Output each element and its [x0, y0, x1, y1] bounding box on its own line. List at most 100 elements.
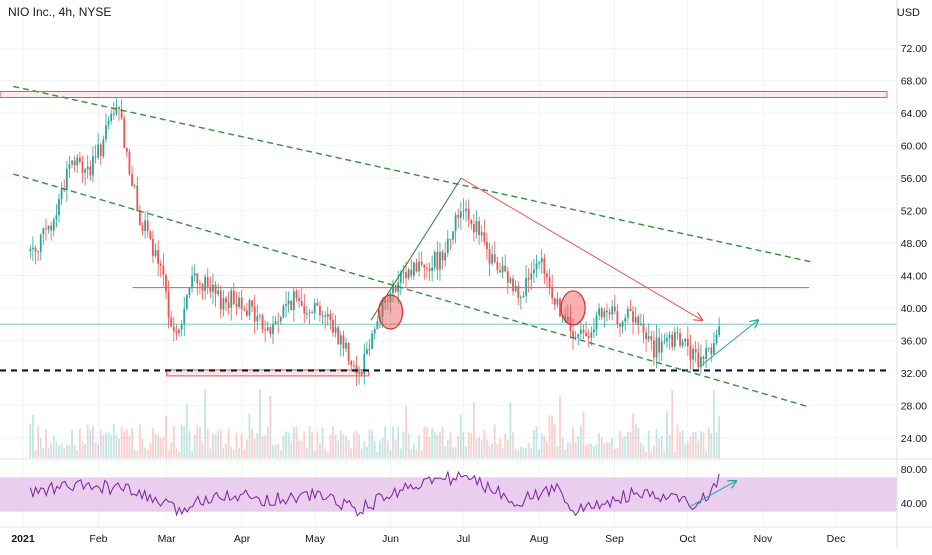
- volume-bar: [212, 433, 214, 458]
- candle: [694, 348, 697, 353]
- candle: [84, 169, 86, 173]
- candle: [517, 286, 520, 298]
- candle: [146, 220, 149, 232]
- candle: [676, 332, 679, 334]
- volume-bar: [366, 446, 368, 458]
- candle: [692, 348, 694, 360]
- projection-arrow[interactable]: [701, 320, 758, 366]
- volume-bar: [373, 441, 376, 458]
- volume-bar: [313, 451, 316, 458]
- volume-bar: [32, 414, 34, 458]
- volume-bar: [522, 448, 525, 458]
- volume-bar: [525, 447, 527, 458]
- candle: [540, 258, 543, 263]
- candle: [232, 290, 235, 305]
- volume-bar: [345, 436, 347, 458]
- candle: [647, 336, 650, 340]
- volume-bar: [606, 441, 608, 458]
- volume-bar: [715, 432, 718, 458]
- candle: [358, 371, 360, 374]
- channel-lower-line[interactable]: [13, 173, 810, 408]
- candle: [295, 291, 298, 299]
- candle: [686, 338, 689, 347]
- price-tick-label: 72.00: [901, 43, 927, 55]
- currency-label[interactable]: USD: [896, 7, 920, 19]
- volume-bar: [371, 430, 374, 458]
- candle: [472, 224, 475, 233]
- candle: [405, 272, 407, 279]
- candle: [559, 298, 561, 317]
- candle: [204, 277, 207, 291]
- breakout-ellipse-marker[interactable]: [560, 290, 586, 326]
- volume-bar: [232, 449, 235, 458]
- candle: [180, 324, 183, 330]
- candle: [39, 234, 42, 253]
- candle: [347, 342, 350, 362]
- volume-bar: [193, 434, 196, 458]
- volume-bar: [60, 443, 63, 458]
- channel-upper-line[interactable]: [13, 85, 815, 264]
- volume-bar: [65, 445, 68, 458]
- candle: [138, 211, 141, 226]
- volume-bar: [81, 441, 84, 458]
- volume-bar: [449, 432, 452, 458]
- rsi-trend-arrow[interactable]: [689, 481, 736, 508]
- volume-bar: [512, 432, 514, 458]
- volume-bar: [569, 442, 572, 458]
- volume-bar: [684, 444, 687, 458]
- candle: [402, 272, 405, 274]
- price-axis-panel[interactable]: [897, 0, 932, 550]
- volume-bar: [165, 416, 167, 458]
- volume-bar: [629, 431, 632, 458]
- candle: [650, 336, 653, 341]
- volume-bar: [548, 415, 551, 458]
- candle: [420, 261, 423, 265]
- volume-bar: [152, 428, 154, 458]
- breakout-ellipse-marker[interactable]: [377, 294, 404, 330]
- candle: [337, 327, 340, 345]
- volume-bar: [47, 447, 50, 458]
- volume-bar: [418, 434, 420, 458]
- volume-bar: [551, 415, 554, 458]
- volume-bar: [256, 433, 259, 458]
- candle: [303, 306, 306, 314]
- candle: [384, 300, 387, 303]
- candle: [279, 316, 282, 322]
- candle: [269, 327, 272, 334]
- volume-bar: [533, 430, 535, 458]
- resistance-zone[interactable]: [0, 90, 888, 98]
- candle: [433, 252, 436, 268]
- volume-bar: [251, 428, 253, 458]
- downtrend-line[interactable]: [460, 177, 702, 320]
- candle: [499, 270, 501, 273]
- candle: [345, 342, 347, 349]
- volume-bar: [227, 428, 230, 458]
- volume-bar: [470, 432, 473, 458]
- candle: [579, 329, 582, 335]
- candle: [287, 300, 290, 305]
- volume-bar: [107, 432, 110, 458]
- volume-bar: [488, 445, 491, 458]
- volume-bar: [660, 435, 663, 458]
- volume-bar: [290, 441, 293, 458]
- candle: [282, 305, 285, 317]
- volume-bar: [486, 439, 488, 458]
- volume-bar: [392, 426, 394, 458]
- volume-bar: [431, 427, 434, 458]
- time-tick-label: Sep: [605, 533, 624, 545]
- candle: [81, 161, 84, 173]
- volume-bar: [269, 395, 272, 458]
- candle: [222, 298, 225, 310]
- candle: [705, 348, 708, 360]
- candle: [248, 300, 251, 316]
- volume-bar: [663, 451, 666, 458]
- rsi-tick-label: 40.00: [901, 498, 927, 510]
- candle: [319, 306, 321, 316]
- candle: [188, 287, 191, 296]
- candle: [535, 263, 538, 270]
- candle: [699, 356, 702, 368]
- candle: [488, 249, 491, 264]
- volume-bar: [240, 433, 243, 458]
- price-tick-label: 64.00: [901, 108, 927, 120]
